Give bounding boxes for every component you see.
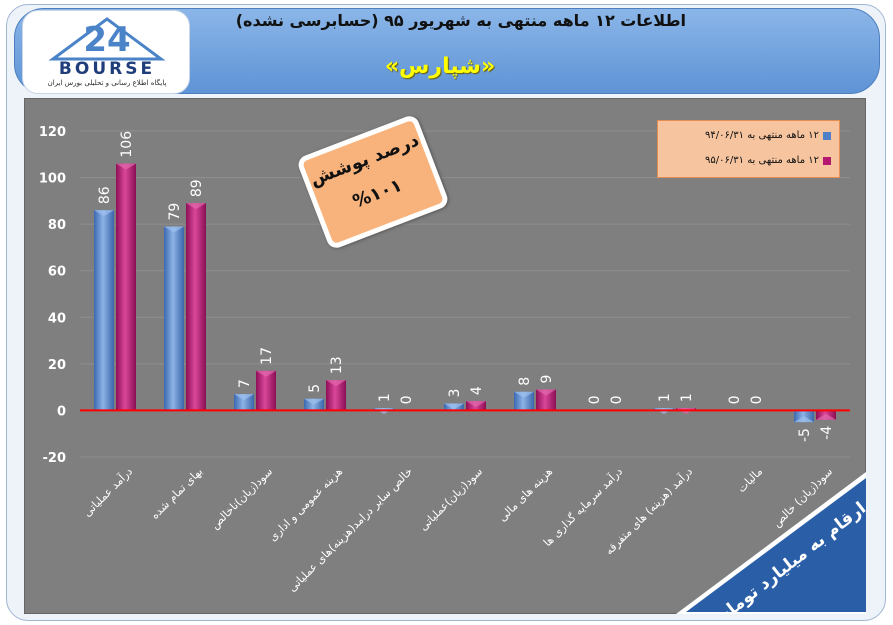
page-title: اطلاعات ۱۲ ماهه منتهی به شهریور ۹۵ (حساب… [235, 11, 686, 30]
legend-swatch-series2 [823, 156, 831, 165]
bar-cap [514, 391, 534, 398]
bar-series1 [234, 394, 254, 411]
data-label: 0 [399, 396, 415, 405]
data-label: 8 [517, 377, 533, 386]
x-tick-label: سود(زیان)ناخالص [208, 465, 275, 532]
data-label: 13 [329, 356, 345, 374]
data-label: -4 [819, 426, 835, 440]
data-label: 0 [727, 396, 743, 405]
x-tick-label: درآمد سرمایه گذاری ها [540, 464, 625, 549]
data-label: 89 [189, 179, 205, 197]
y-tick-label: -20 [43, 451, 67, 466]
x-tick-label: هزینه های مالی [496, 465, 555, 524]
data-label: 1 [657, 393, 673, 402]
legend-label-series1: ۱۲ ماهه منتهی به ۹۴/۰۶/۳۱ [705, 130, 819, 141]
bar-cap [304, 398, 324, 405]
logo-mark-icon: 24 [48, 17, 166, 61]
data-label: 0 [749, 396, 765, 405]
x-tick-label: هزینه عمومی و اداری [266, 465, 345, 544]
bar-series2 [536, 389, 556, 411]
bar-cap [116, 163, 136, 170]
data-label: 1 [377, 393, 393, 402]
y-tick-label: 100 [39, 172, 66, 187]
y-tick-label: 60 [48, 265, 66, 280]
logo-text: BOURSE [58, 59, 156, 79]
y-tick-label: 20 [48, 358, 66, 373]
data-label: -5 [797, 428, 813, 442]
legend-swatch-series1 [823, 131, 831, 140]
company-name: «شپارس» [384, 54, 496, 79]
data-label: 106 [119, 131, 135, 158]
data-label: 17 [259, 347, 275, 365]
x-tick-label: درآمد عملیاتی [80, 464, 135, 519]
bar-series2 [186, 203, 206, 411]
bar-cap [164, 226, 184, 233]
data-label: 1 [679, 393, 695, 402]
bar-series2 [116, 163, 136, 411]
y-tick-label: 0 [57, 404, 66, 419]
bar-cap [234, 394, 254, 401]
data-label: 0 [609, 396, 625, 405]
bar-series1 [94, 210, 114, 411]
data-label: 5 [307, 384, 323, 393]
bar-cap [186, 203, 206, 210]
data-label: 79 [167, 203, 183, 221]
data-label: 86 [97, 186, 113, 204]
y-tick-label: 120 [39, 125, 66, 140]
bar-series1 [164, 226, 184, 411]
legend-label-series2: ۱۲ ماهه منتهی به ۹۵/۰۶/۳۱ [705, 155, 819, 166]
bar-cap [536, 389, 556, 396]
data-label: 3 [447, 389, 463, 398]
bar-series2 [256, 370, 276, 411]
data-label: 4 [469, 386, 485, 395]
units-banner: ارقام به میلیارد تومان [676, 472, 866, 614]
bar-cap [94, 210, 114, 217]
logo: 24 BOURSE پایگاه اطلاع رسانی و تحلیلی بو… [22, 10, 190, 94]
x-tick-label: خالص سایر درامد(هزینه)های عملیاتی [286, 465, 415, 594]
bar-cap [816, 413, 836, 420]
y-tick-label: 40 [48, 311, 66, 326]
logo-caption: پایگاه اطلاع رسانی و تحلیلی بورس ایران [47, 79, 167, 87]
bar-cap [444, 403, 464, 410]
bar-cap [466, 401, 486, 408]
svg-text:24: 24 [83, 20, 130, 60]
data-label: 9 [539, 375, 555, 384]
bar-cap [794, 416, 814, 423]
bar-series1 [514, 391, 534, 411]
legend-item-series2: ۱۲ ماهه منتهی به ۹۵/۰۶/۳۱ [705, 155, 831, 166]
legend: ۱۲ ماهه منتهی به ۹۴/۰۶/۳۱ ۱۲ ماهه منتهی … [657, 120, 840, 178]
data-label: 7 [237, 379, 253, 388]
legend-item-series1: ۱۲ ماهه منتهی به ۹۴/۰۶/۳۱ [705, 130, 831, 141]
x-tick-label: بهای تمام شده [148, 465, 205, 522]
bar-cap [256, 370, 276, 377]
x-tick-label: سود(زیان)عملیاتی [417, 465, 485, 533]
bar-cap [326, 380, 346, 387]
y-tick-label: 80 [48, 218, 66, 233]
data-label: 0 [587, 396, 603, 405]
bar-series2 [326, 380, 346, 411]
